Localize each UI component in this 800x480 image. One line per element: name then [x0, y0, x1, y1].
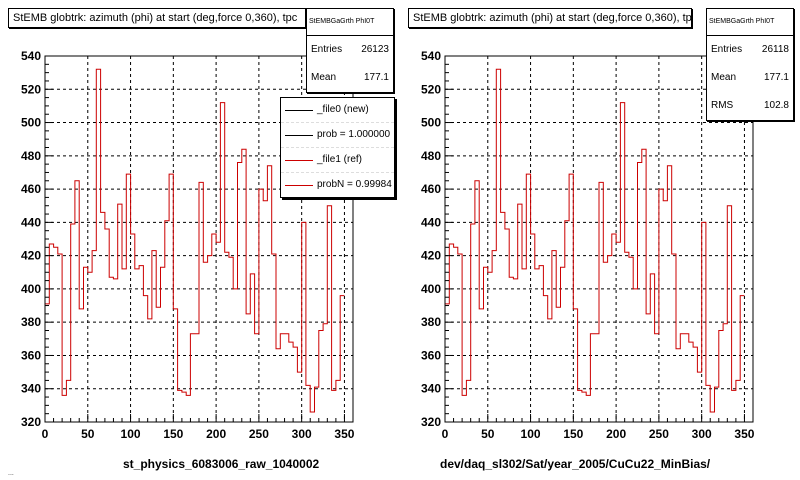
right-x-axis-label: dev/daq_sl302/Sat/year_2005/CuCu22_MinBi…: [440, 457, 711, 471]
left-stats-name: StEMBGaGrth PhI0T: [307, 9, 393, 36]
right-x-tick-label-100: 100: [521, 427, 541, 441]
right-y-tick-label-480: 480: [421, 149, 441, 163]
left-x-tick-label-200: 200: [206, 427, 226, 441]
right-x-tick-label-250: 250: [649, 427, 669, 441]
footer-text: ...: [8, 470, 14, 477]
legend-line-probn: [285, 185, 313, 186]
left-stats-entries: Entries 26123: [307, 36, 393, 64]
right-stats-name: StEMBGaGrth PhI0T: [707, 9, 793, 36]
left-y-tick-label-340: 340: [21, 382, 41, 396]
left-x-axis-label: st_physics_6083006_raw_1040002: [123, 457, 320, 471]
left-x-tick-label-0: 0: [42, 427, 49, 441]
right-stats-mean: Mean 177.1: [707, 64, 793, 92]
left-x-tick-label-100: 100: [121, 427, 141, 441]
right-x-tick-label-300: 300: [692, 427, 712, 441]
left-series-1: [45, 68, 345, 413]
left-y-tick-label-440: 440: [21, 215, 41, 229]
left-x-tick-label-50: 50: [81, 427, 95, 441]
left-stats-entries-label: Entries: [311, 44, 343, 55]
right-histogram-title: StEMB globtrk: azimuth (phi) at start (d…: [408, 8, 692, 28]
right-x-tick-label-200: 200: [606, 427, 626, 441]
right-histogram-plot: 0 50 100 150 200 250 300 350 320 340 360 380 400 420 4…: [421, 49, 755, 441]
legend-label-probn: probN = 0.99984: [317, 179, 392, 190]
legend-entry-probn: probN = 0.99984: [281, 173, 394, 197]
right-stats-entries: Entries 26118: [707, 36, 793, 64]
left-y-tick-label-420: 420: [21, 249, 41, 263]
left-x-tick-label-250: 250: [249, 427, 269, 441]
right-y-tick-label-460: 460: [421, 182, 441, 196]
right-stats-rms-label: RMS: [711, 100, 734, 111]
left-x-tick-label-350: 350: [334, 427, 354, 441]
left-stats-box: StEMBGaGrth PhI0T Entries 26123 Mean 177…: [306, 8, 394, 93]
right-y-tick-label-340: 340: [421, 382, 441, 396]
right-x-tick-label-0: 0: [442, 427, 449, 441]
right-y-tick-label-540: 540: [421, 49, 441, 63]
right-y-tick-label-500: 500: [421, 116, 441, 130]
left-histogram-title: StEMB globtrk: azimuth (phi) at start (d…: [8, 8, 306, 28]
left-y-tick-label-520: 520: [21, 82, 41, 96]
left-stats-mean-label: Mean: [311, 72, 337, 83]
left-y-tick-label-480: 480: [21, 149, 41, 163]
right-series-0: [445, 68, 745, 413]
legend-line-file1: [285, 160, 313, 161]
left-stats-mean: Mean 177.1: [307, 64, 393, 92]
legend-label-file0: _file0 (new): [317, 104, 369, 115]
left-histogram-panel: 0 50 100 150 200 250 300 350 320 340 360 380 400 420 4…: [8, 8, 395, 477]
right-stats-box: StEMBGaGrth PhI0T Entries 26118 Mean 177…: [706, 8, 794, 121]
right-y-tick-label-420: 420: [421, 249, 441, 263]
legend-label-file1: _file1 (ref): [317, 154, 363, 165]
left-y-tick-label-540: 540: [21, 49, 41, 63]
legend-entry-file1: _file1 (ref): [281, 148, 394, 173]
right-x-tick-label-150: 150: [563, 427, 583, 441]
right-stats-rms-value: 102.8: [763, 100, 789, 111]
right-stats-mean-label: Mean: [711, 72, 737, 83]
legend-label-prob: prob = 1.000000: [317, 129, 391, 140]
left-y-tick-label-360: 360: [21, 348, 41, 362]
left-x-tick-label-300: 300: [292, 427, 312, 441]
left-histogram-plot: 0 50 100 150 200 250 300 350 320 340 360 380 400 420 4…: [21, 49, 355, 441]
right-y-tick-label-320: 320: [421, 415, 441, 429]
right-x-tick-label-50: 50: [481, 427, 495, 441]
left-y-tick-label-460: 460: [21, 182, 41, 196]
legend-line-file0: [285, 110, 313, 111]
left-stats-entries-value: 26123: [361, 44, 389, 55]
legend-entry-prob: prob = 1.000000: [281, 123, 394, 148]
right-y-tick-label-520: 520: [421, 82, 441, 96]
right-y-tick-label-400: 400: [421, 282, 441, 296]
legend-line-prob: [285, 135, 313, 136]
left-y-tick-label-380: 380: [21, 315, 41, 329]
right-y-tick-label-440: 440: [421, 215, 441, 229]
left-x-tick-label-150: 150: [163, 427, 183, 441]
right-stats-rms: RMS 102.8: [707, 92, 793, 120]
right-stats-entries-label: Entries: [711, 44, 743, 55]
legend-entry-file0: _file0 (new): [281, 98, 394, 123]
left-y-tick-label-500: 500: [21, 116, 41, 130]
right-y-tick-label-380: 380: [421, 315, 441, 329]
right-histogram-panel: 0 50 100 150 200 250 300 350 320 340 360 380 400 420 4…: [400, 0, 800, 480]
left-stats-mean-value: 177.1: [363, 72, 389, 83]
right-stats-entries-value: 26118: [761, 44, 789, 55]
right-x-tick-label-350: 350: [734, 427, 754, 441]
left-y-tick-label-400: 400: [21, 282, 41, 296]
right-stats-mean-value: 177.1: [763, 72, 789, 83]
left-y-tick-label-320: 320: [21, 415, 41, 429]
comparison-legend: _file0 (new) prob = 1.000000 _file1 (ref…: [280, 97, 395, 198]
right-y-tick-label-360: 360: [421, 348, 441, 362]
